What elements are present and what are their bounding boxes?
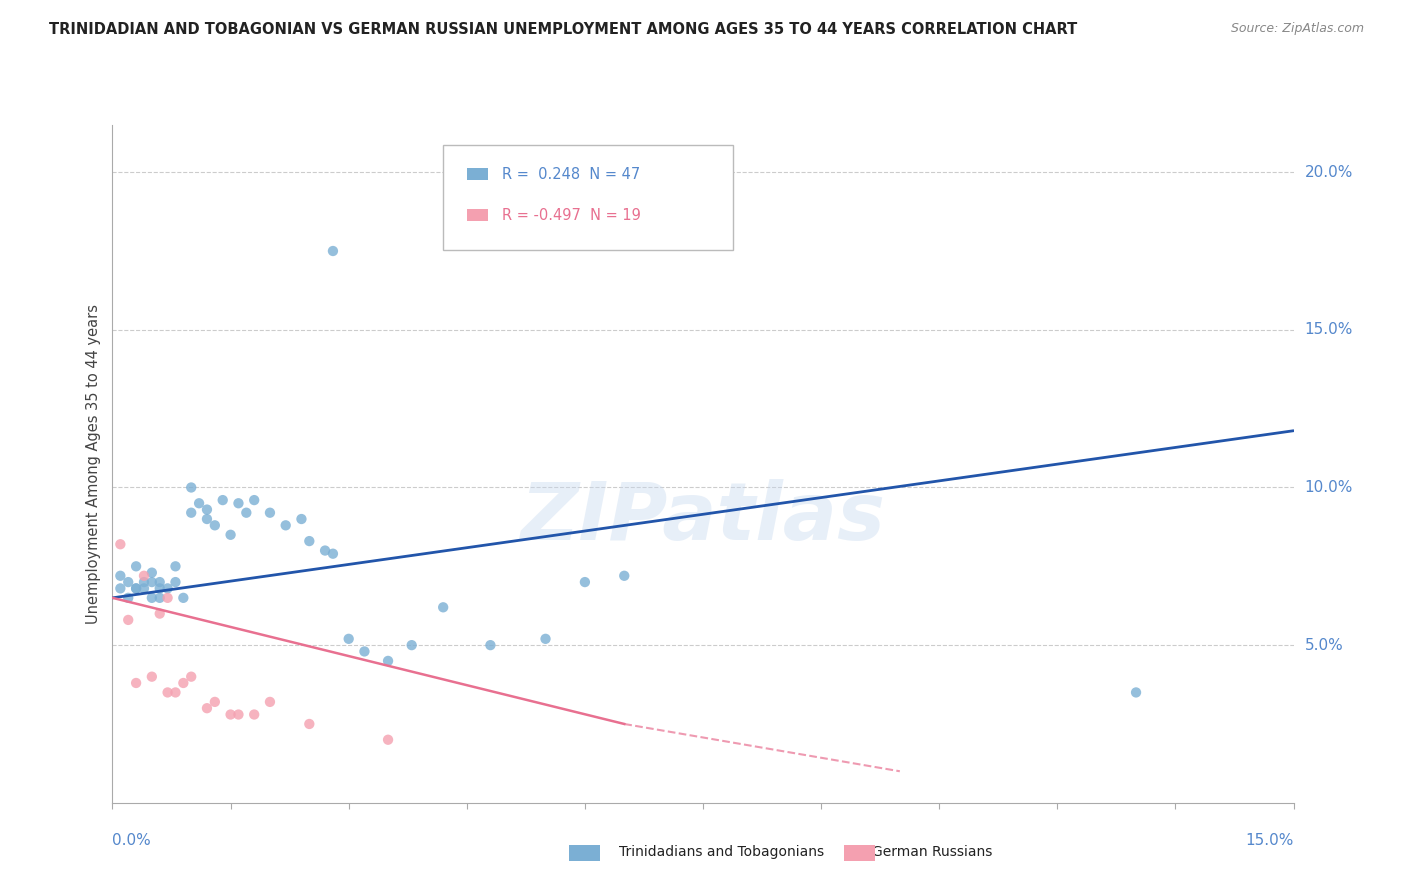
Point [322, 244, 344, 258]
Point [172, 591, 194, 605]
Point [534, 632, 557, 646]
Point [117, 613, 139, 627]
Point [219, 707, 242, 722]
Point [149, 607, 172, 621]
Text: 20.0%: 20.0% [1305, 165, 1353, 179]
Text: German Russians: German Russians [872, 845, 993, 859]
Point [156, 582, 179, 596]
Text: 15.0%: 15.0% [1246, 833, 1294, 848]
Point [195, 512, 218, 526]
Point [298, 717, 321, 731]
Point [132, 568, 155, 582]
Point [110, 568, 132, 582]
Point [401, 638, 423, 652]
Point [228, 496, 250, 510]
Text: ZIPatlas: ZIPatlas [520, 479, 886, 558]
Text: Trinidadians and Tobagonians: Trinidadians and Tobagonians [619, 845, 824, 859]
Point [165, 575, 187, 590]
Point [188, 496, 211, 510]
Text: 15.0%: 15.0% [1305, 322, 1353, 337]
Point [211, 493, 233, 508]
Point [132, 575, 155, 590]
Point [274, 518, 297, 533]
Point [337, 632, 360, 646]
Point [322, 547, 344, 561]
Point [149, 591, 172, 605]
Point [156, 591, 179, 605]
Point [204, 518, 226, 533]
Point [149, 575, 172, 590]
Point [298, 534, 321, 549]
Point [180, 481, 202, 495]
Point [259, 506, 281, 520]
Text: 5.0%: 5.0% [1305, 638, 1343, 653]
Point [479, 638, 502, 652]
Point [243, 493, 266, 508]
Text: TRINIDADIAN AND TOBAGONIAN VS GERMAN RUSSIAN UNEMPLOYMENT AMONG AGES 35 TO 44 YE: TRINIDADIAN AND TOBAGONIAN VS GERMAN RUS… [49, 22, 1077, 37]
Point [165, 559, 187, 574]
Point [353, 644, 375, 658]
Point [125, 582, 148, 596]
Point [195, 701, 218, 715]
Text: R = -0.497  N = 19: R = -0.497 N = 19 [502, 208, 641, 222]
Point [165, 685, 187, 699]
Text: 10.0%: 10.0% [1305, 480, 1353, 495]
Point [432, 600, 454, 615]
Point [117, 575, 139, 590]
Point [141, 670, 163, 684]
Point [141, 566, 163, 580]
Point [141, 591, 163, 605]
Point [149, 582, 172, 596]
Point [110, 537, 132, 551]
Point [125, 559, 148, 574]
Point [125, 582, 148, 596]
Point [110, 582, 132, 596]
Point [574, 575, 596, 590]
Point [117, 591, 139, 605]
Point [243, 707, 266, 722]
Point [180, 670, 202, 684]
Point [290, 512, 312, 526]
Y-axis label: Unemployment Among Ages 35 to 44 years: Unemployment Among Ages 35 to 44 years [86, 304, 101, 624]
Point [613, 568, 636, 582]
Point [141, 575, 163, 590]
Point [195, 502, 218, 516]
Point [132, 582, 155, 596]
FancyBboxPatch shape [467, 209, 488, 221]
Point [235, 506, 257, 520]
Point [228, 707, 250, 722]
Point [377, 732, 399, 747]
Point [204, 695, 226, 709]
Point [172, 676, 194, 690]
Point [156, 685, 179, 699]
Point [180, 506, 202, 520]
Point [219, 528, 242, 542]
Text: 0.0%: 0.0% [112, 833, 152, 848]
Point [314, 543, 336, 558]
FancyBboxPatch shape [467, 169, 488, 180]
Point [377, 654, 399, 668]
Point [259, 695, 281, 709]
Text: Source: ZipAtlas.com: Source: ZipAtlas.com [1230, 22, 1364, 36]
Text: R =  0.248  N = 47: R = 0.248 N = 47 [502, 167, 641, 182]
Point [125, 676, 148, 690]
FancyBboxPatch shape [443, 145, 733, 251]
Point [1125, 685, 1147, 699]
